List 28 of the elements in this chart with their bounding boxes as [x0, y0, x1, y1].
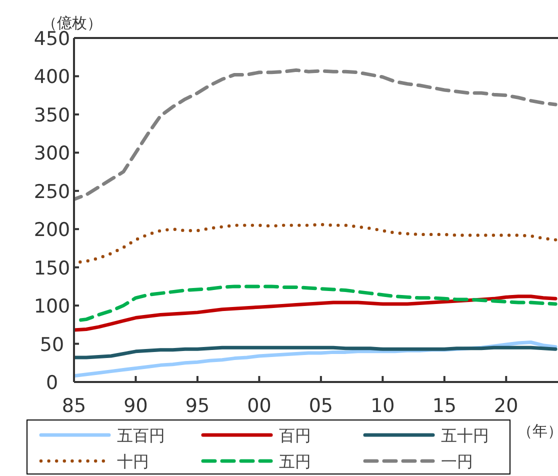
- y-tick-label: 350: [34, 104, 70, 126]
- line-series: [74, 294, 558, 332]
- y-tick-label: 300: [34, 142, 70, 165]
- x-tick-label: 95: [185, 395, 210, 417]
- legend-label: 一円: [441, 452, 473, 471]
- y-axis-title: （億枚）: [42, 14, 102, 32]
- y-tick-label: 150: [34, 257, 70, 280]
- legend-label: 百円: [279, 426, 311, 445]
- y-tick-label: 400: [34, 66, 70, 88]
- legend-label: 十円: [117, 452, 149, 471]
- x-tick-label: 20: [494, 395, 518, 417]
- y-tick-label: 250: [34, 180, 70, 203]
- x-tick-label: 10: [370, 395, 395, 417]
- y-tick-label: 100: [34, 296, 70, 318]
- x-tick-label: 15: [432, 395, 456, 417]
- y-tick-label: 50: [40, 334, 64, 356]
- x-axis-title: （年）: [518, 422, 558, 440]
- x-tick-label: 90: [124, 395, 148, 417]
- legend-label: 五十円: [441, 426, 489, 445]
- line-series: [74, 346, 558, 360]
- x-tick-label: 00: [247, 395, 272, 417]
- y-tick-label: 200: [34, 219, 70, 242]
- x-tick-label: 05: [308, 395, 334, 417]
- x-tick-label: 85: [62, 395, 86, 417]
- line-series: [74, 68, 558, 202]
- y-tick-label: 0: [46, 372, 58, 394]
- legend-label: 五円: [279, 452, 311, 471]
- legend-label: 五百円: [117, 426, 165, 445]
